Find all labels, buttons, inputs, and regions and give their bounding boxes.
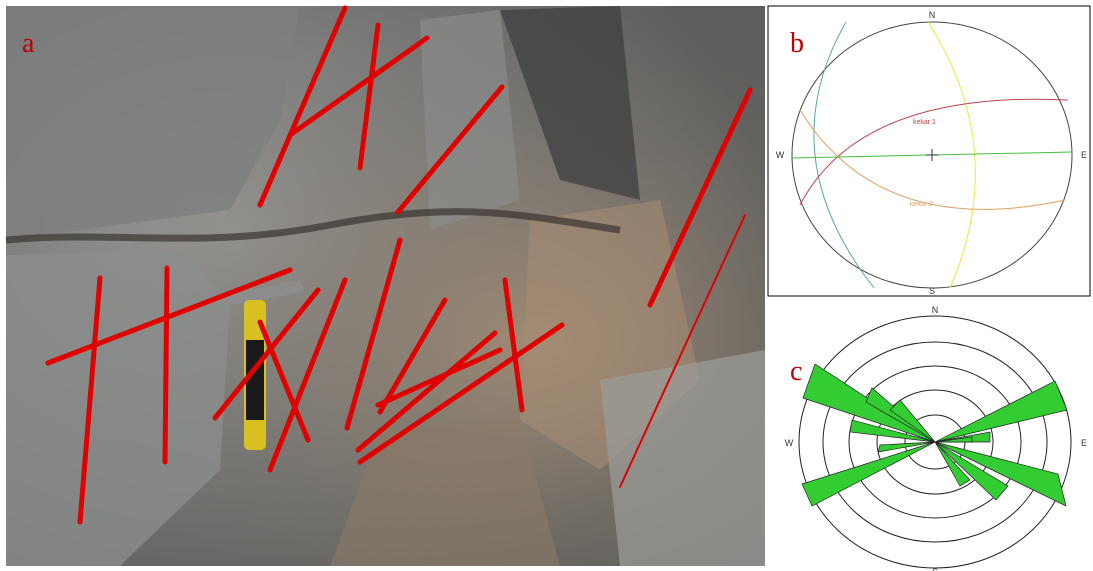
circle-label: kekar 1 [913, 119, 936, 126]
rock [600, 350, 765, 566]
panel-label: c [790, 356, 802, 387]
circle-label: kekar 2 [910, 201, 933, 208]
frame [768, 6, 1090, 296]
panel-label: b [790, 28, 804, 59]
panel-label: a [22, 28, 35, 59]
compass-e: E [1081, 438, 1087, 448]
compass-e: E [1081, 150, 1087, 160]
compass-w: W [776, 150, 785, 160]
compass-n: N [929, 10, 936, 20]
panel-c: N E S W c [768, 300, 1090, 571]
figure: a N E S W kekar 1 kekar 2 b N E S W c [0, 0, 1093, 571]
compass-n: N [932, 305, 939, 315]
compass-s: S [932, 567, 938, 571]
frame [768, 300, 1090, 566]
panel-b: N E S W kekar 1 kekar 2 b [768, 6, 1090, 296]
panel-a: a [6, 6, 765, 566]
compass-w: W [785, 438, 794, 448]
compass-s: S [929, 286, 935, 296]
